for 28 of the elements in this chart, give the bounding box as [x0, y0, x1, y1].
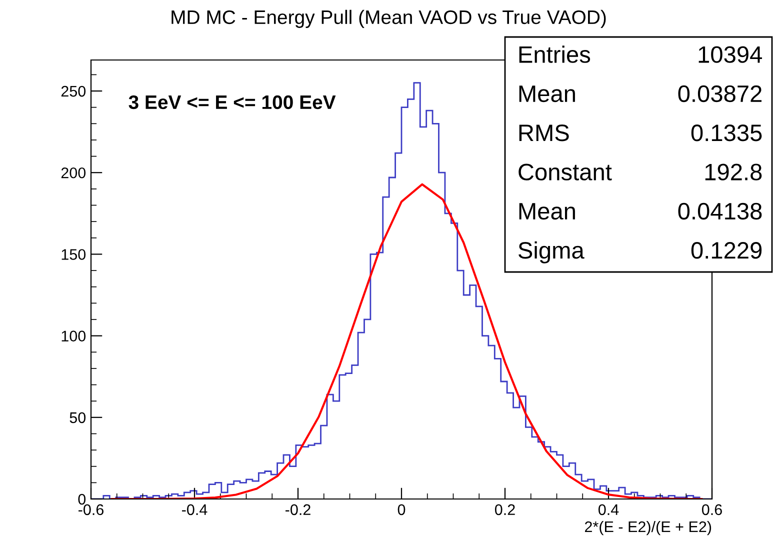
chart-title: MD MC - Energy Pull (Mean VAOD vs True VAOD)	[172, 10, 606, 28]
y-tick-label: 100	[62, 330, 86, 342]
annotation: Mean	[519, 86, 575, 102]
annotation: 3 EeV <= E <= 100 EeV	[128, 95, 336, 110]
y-tick-label: 150	[62, 249, 86, 260]
annotation: 0.1335	[691, 124, 762, 142]
x-tick-label: 0.6	[702, 504, 722, 516]
annotation: 0.1229	[691, 242, 762, 259]
x-tick-label: -0.6	[78, 504, 104, 516]
annotation: 0.03872	[678, 85, 762, 102]
y-tick-label: 200	[61, 167, 86, 178]
annotation: Constant	[518, 164, 612, 180]
annotation: Sigma	[518, 241, 584, 264]
y-tick-label: 250	[61, 86, 86, 97]
annotation: 0.04138	[678, 202, 762, 220]
y-tick-label: 50	[70, 412, 86, 424]
annotation: RMS	[519, 124, 569, 142]
x-tick-label: 0.4	[598, 504, 619, 516]
x-axis-title: 2*(E - E2)/(E + E2)	[584, 520, 712, 536]
x-tick-label: -0.2	[286, 504, 310, 516]
y-tick-label: 0	[78, 494, 86, 505]
annotation: 10394	[698, 46, 762, 63]
x-tick-label: 0.2	[494, 504, 515, 516]
annotation: Mean	[519, 203, 575, 220]
x-tick-label: 0	[398, 504, 406, 516]
annotation: 192.8	[705, 164, 762, 180]
x-tick-label: -0.4	[182, 504, 208, 516]
annotation: Entries	[519, 46, 590, 63]
